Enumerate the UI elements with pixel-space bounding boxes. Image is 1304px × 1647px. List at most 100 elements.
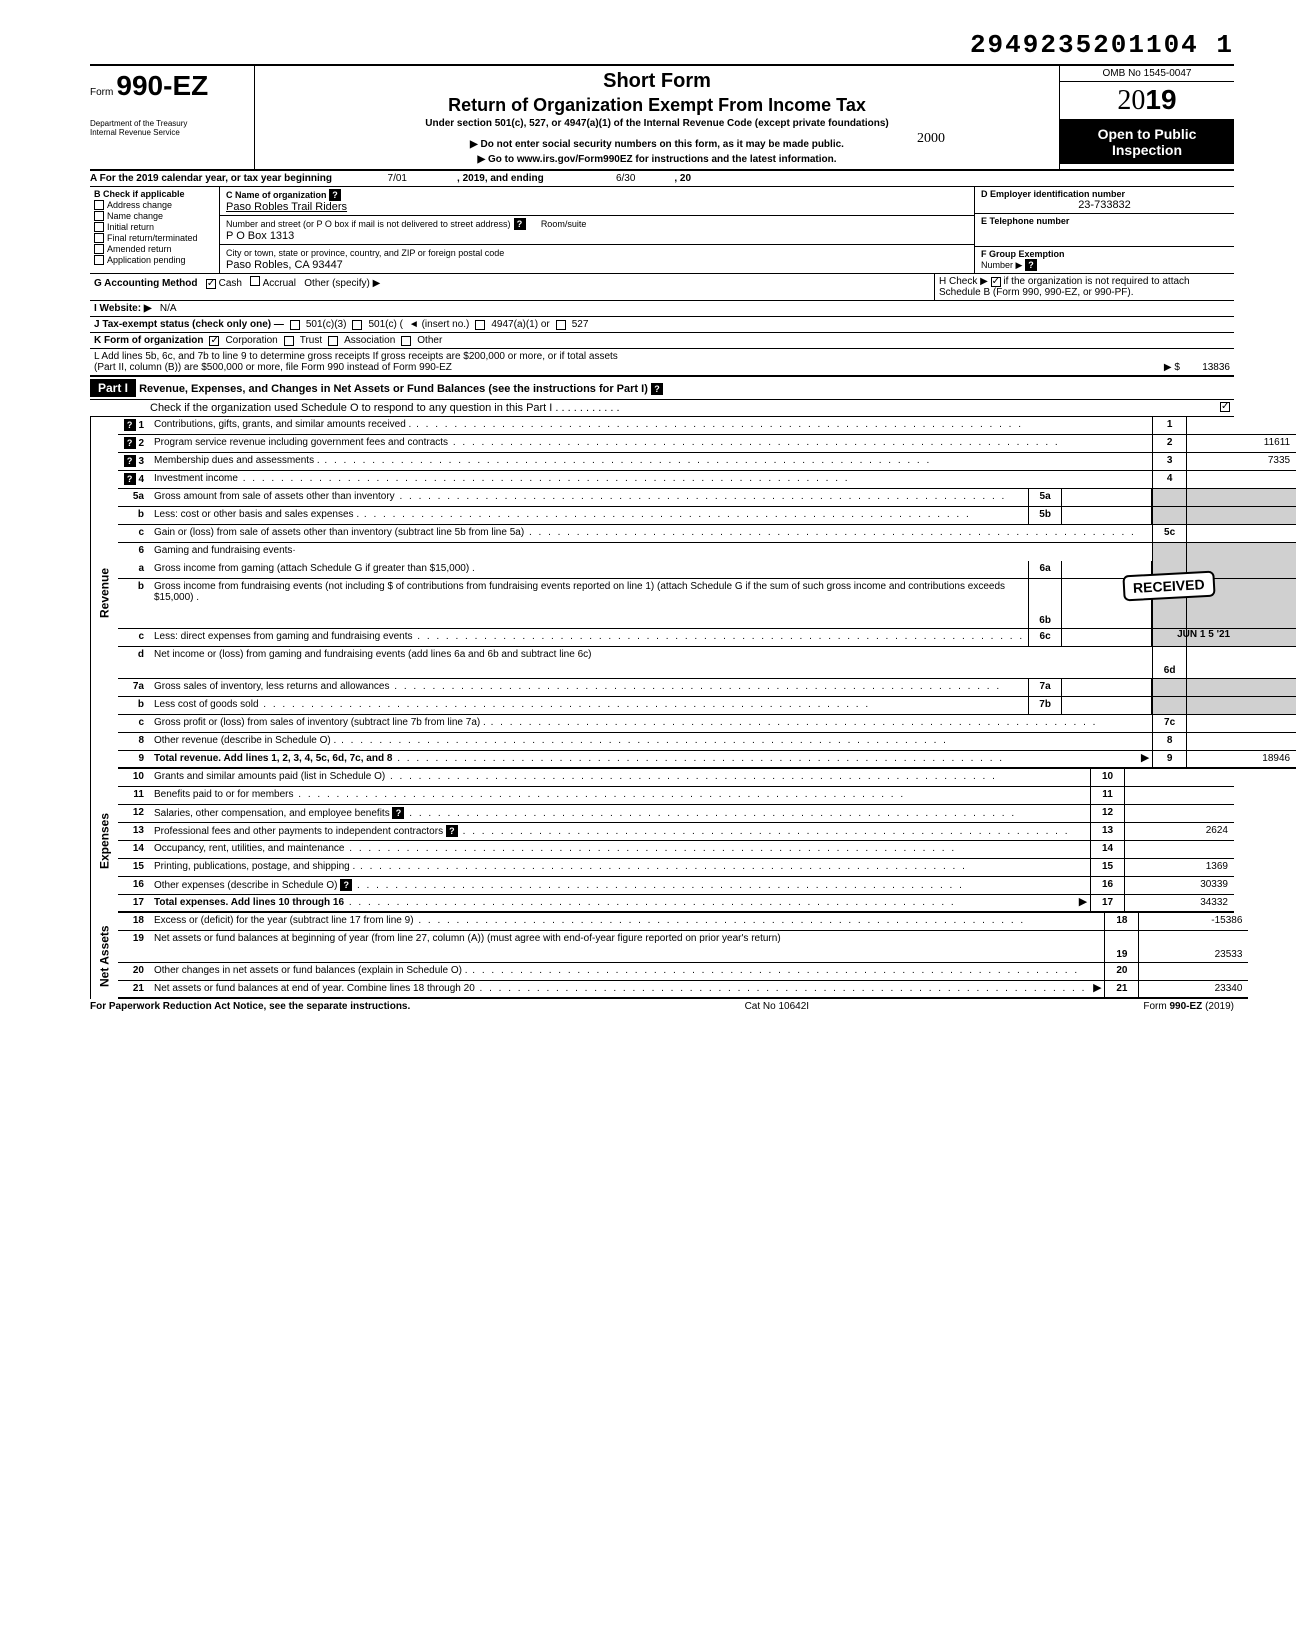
row-a-begin: 7/01 bbox=[388, 173, 407, 184]
row-a-label: A For the 2019 calendar year, or tax yea… bbox=[90, 173, 332, 184]
ln7a-rn bbox=[1152, 679, 1186, 696]
chk-name[interactable]: Name change bbox=[94, 211, 215, 221]
ln6c-mv bbox=[1062, 629, 1152, 646]
line-1: ? 1 Contributions, gifts, grants, and si… bbox=[118, 417, 1296, 435]
form-prefix: Form bbox=[90, 87, 113, 98]
ln5a-mv bbox=[1062, 489, 1152, 506]
row-a-end: 6/30 bbox=[616, 173, 635, 184]
ln15-rn: 15 bbox=[1090, 859, 1124, 876]
ln6d-rn: 6d bbox=[1152, 647, 1186, 678]
line-15: 15 Printing, publications, postage, and … bbox=[118, 859, 1234, 877]
chk-501c[interactable] bbox=[352, 320, 362, 330]
chk-cash[interactable] bbox=[206, 279, 216, 289]
c-name-row: C Name of organization ? Paso Robles Tra… bbox=[220, 187, 974, 216]
dept-treasury: Department of the Treasury Internal Reve… bbox=[90, 120, 250, 138]
chk-final[interactable]: Final return/terminated bbox=[94, 233, 215, 243]
chk-501c3[interactable] bbox=[290, 320, 300, 330]
chk-corp[interactable] bbox=[209, 336, 219, 346]
ln14-rn: 14 bbox=[1090, 841, 1124, 858]
line-5c: c Gain or (loss) from sale of assets oth… bbox=[118, 525, 1296, 543]
handwritten-2000: 2000 bbox=[917, 131, 945, 147]
chk-other[interactable] bbox=[401, 336, 411, 346]
ln6-text: Gaming and fundraising events· bbox=[154, 545, 296, 556]
ln6-rn bbox=[1152, 543, 1186, 561]
l-text2: (Part II, column (B)) are $500,000 or mo… bbox=[94, 362, 1080, 373]
ln13-text: Professional fees and other payments to … bbox=[154, 826, 443, 837]
j-501c3: 501(c)(3) bbox=[306, 319, 347, 330]
line-5a: 5a Gross amount from sale of assets othe… bbox=[118, 489, 1296, 507]
ln6d-rv bbox=[1186, 647, 1296, 678]
ln16-num: 16 bbox=[118, 877, 150, 894]
line-16: 16 Other expenses (describe in Schedule … bbox=[118, 877, 1234, 895]
ln6c-num: c bbox=[118, 629, 150, 646]
ln5c-rn: 5c bbox=[1152, 525, 1186, 542]
line-3: ? 3 Membership dues and assessments . 3 … bbox=[118, 453, 1296, 471]
org-street: P O Box 1313 bbox=[226, 230, 294, 242]
footer-right-year: (2019) bbox=[1202, 1001, 1234, 1012]
chk-assoc[interactable] bbox=[328, 336, 338, 346]
chk-527[interactable] bbox=[556, 320, 566, 330]
b-label: B Check if applicable bbox=[94, 189, 185, 199]
j-label: J Tax-exempt status (check only one) — bbox=[94, 319, 284, 330]
ln18-text: Excess or (deficit) for the year (subtra… bbox=[154, 915, 414, 926]
ln7c-rn: 7c bbox=[1152, 715, 1186, 732]
j-527: 527 bbox=[572, 319, 589, 330]
f-label2: Number ▶ bbox=[981, 260, 1022, 270]
f-row: F Group Exemption Number ▶ ? bbox=[975, 247, 1234, 273]
revenue-block: Revenue ? 1 Contributions, gifts, grants… bbox=[90, 417, 1234, 769]
chk-amended[interactable]: Amended return bbox=[94, 244, 215, 254]
chk-trust[interactable] bbox=[284, 336, 294, 346]
org-name: Paso Robles Trail Riders bbox=[226, 201, 347, 213]
document-number: 2949235201104 1 bbox=[90, 30, 1234, 60]
ln21-rv: 23340 bbox=[1138, 981, 1248, 997]
received-stamp: RECEIVED bbox=[1122, 571, 1215, 602]
ln21-rn: 21 bbox=[1104, 981, 1138, 997]
ln21-arrow: ▶ bbox=[1090, 981, 1104, 997]
help-icon: ? bbox=[124, 437, 136, 449]
ln5b-rv bbox=[1186, 507, 1296, 524]
ln8-num: 8 bbox=[118, 733, 150, 750]
ln7b-mv bbox=[1062, 697, 1152, 714]
chk-h[interactable] bbox=[991, 277, 1001, 287]
ln4-text: Investment income bbox=[154, 473, 238, 484]
org-city: Paso Robles, CA 93447 bbox=[226, 259, 343, 271]
ln9-rn: 9 bbox=[1152, 751, 1186, 767]
ln5b-text: Less: cost or other basis and sales expe… bbox=[154, 509, 359, 520]
chk-initial[interactable]: Initial return bbox=[94, 222, 215, 232]
header-right: OMB No 1545-0047 2019 Open to Public Ins… bbox=[1059, 66, 1234, 169]
chk-accrual[interactable] bbox=[250, 276, 260, 286]
chk-address[interactable]: Address change bbox=[94, 200, 215, 210]
ln13-rv: 2624 bbox=[1124, 823, 1234, 840]
side-netassets: Net Assets bbox=[90, 913, 118, 999]
line-4: ? 4 Investment income 4 bbox=[118, 471, 1296, 489]
chk-4947[interactable] bbox=[475, 320, 485, 330]
g-cash: Cash bbox=[219, 278, 242, 289]
line-13: 13 Professional fees and other payments … bbox=[118, 823, 1234, 841]
j-insert: ◄ (insert no.) bbox=[409, 319, 469, 330]
ln6d-text: Net income or (loss) from gaming and fun… bbox=[154, 649, 591, 660]
ln15-rv: 1369 bbox=[1124, 859, 1234, 876]
chk-final-label: Final return/terminated bbox=[107, 233, 198, 243]
ln2-num: 2 bbox=[138, 438, 144, 449]
ln7b-num: b bbox=[118, 697, 150, 714]
footer-right-bold: 990-EZ bbox=[1170, 1001, 1203, 1012]
line-21: 21 Net assets or fund balances at end of… bbox=[118, 981, 1248, 999]
line-8: 8 Other revenue (describe in Schedule O)… bbox=[118, 733, 1296, 751]
ln7b-rn bbox=[1152, 697, 1186, 714]
ln19-rv: 23533 bbox=[1138, 931, 1248, 962]
k-label: K Form of organization bbox=[94, 335, 203, 346]
jun15-stamp: JUN 1 5 '21 bbox=[1177, 629, 1230, 640]
ln5c-num: c bbox=[118, 525, 150, 542]
block-bcdef: B Check if applicable Address change Nam… bbox=[90, 187, 1234, 274]
ln9-num: 9 bbox=[118, 751, 150, 767]
chk-schedO[interactable] bbox=[1220, 402, 1230, 412]
row-gh: G Accounting Method Cash Accrual Other (… bbox=[90, 274, 1234, 301]
ln6a-text: Gross income from gaming (attach Schedul… bbox=[154, 563, 475, 574]
ln18-num: 18 bbox=[118, 913, 150, 930]
l-text1: L Add lines 5b, 6c, and 7b to line 9 to … bbox=[94, 351, 1080, 362]
ln17-text: Total expenses. Add lines 10 through 16 bbox=[154, 897, 344, 908]
chk-pending[interactable]: Application pending bbox=[94, 255, 215, 265]
ln12-num: 12 bbox=[118, 805, 150, 822]
ln8-text: Other revenue (describe in Schedule O) . bbox=[154, 735, 336, 746]
row-a-tail: , 20 bbox=[674, 173, 691, 184]
